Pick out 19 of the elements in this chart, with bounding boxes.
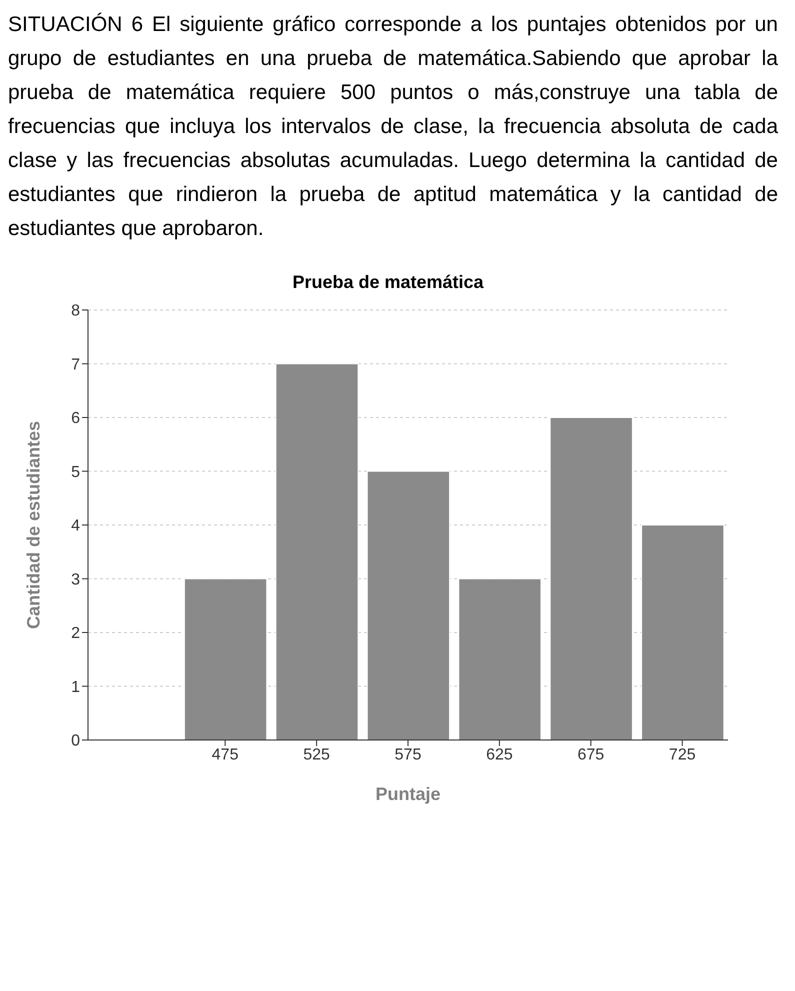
- x-tick-label: 475: [212, 746, 239, 764]
- x-tick-label: 625: [486, 746, 513, 764]
- y-tick-label: 4: [71, 518, 80, 535]
- y-tick-label: 0: [71, 732, 80, 750]
- y-tick-label: 3: [71, 571, 80, 588]
- y-tick-label: 2: [71, 625, 80, 642]
- x-tick-label: 525: [303, 746, 330, 764]
- y-tick-label: 1: [71, 678, 80, 696]
- x-tick-label: 575: [394, 746, 422, 764]
- x-tick-label: 675: [578, 746, 604, 764]
- text: SITUACIÓN 6 El siguiente gráfico corresponde a los puntajes obtenidos por un grupo de estudiantes en una prueba de matemática.Sabiendo que aprobar la prueba de matemática requiere 500 puntos o más,construye una tabla de frecuencias que incluya los intervalos de clase, la frecuencia absoluta de cada clase y las frecuencias absolutas acumuladas. Luego determina la cantidad de estudiantes que rindieron la prueba de aptitud matemática y la cantidad de estudiantes que aprobaron.: [8, 12, 778, 242]
- y-tick-label: 7: [71, 356, 80, 374]
- x-axis-title: Puntaje: [375, 784, 441, 804]
- y-axis-title: Cantidad de estudiantes: [23, 420, 44, 630]
- y-tick-label: 6: [71, 410, 80, 428]
- x-tick-label: 725: [668, 746, 696, 764]
- y-tick-label: 5: [71, 464, 80, 481]
- chart-title: Prueba de matemática: [291, 272, 485, 293]
- y-tick-label: 8: [71, 302, 80, 320]
